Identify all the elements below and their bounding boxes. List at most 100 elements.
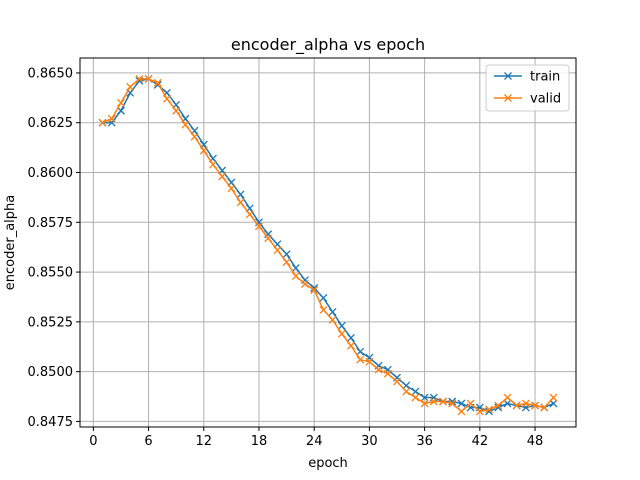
data-point — [153, 78, 162, 87]
data-point — [503, 399, 512, 408]
data-point — [356, 355, 365, 364]
data-point — [411, 387, 420, 396]
data-point — [328, 315, 337, 324]
data-point — [466, 399, 475, 408]
y-tick-label: 0.8650 — [28, 66, 74, 81]
y-tick-label: 0.8625 — [28, 116, 74, 131]
x-tick-label: 42 — [472, 434, 489, 449]
data-point — [282, 258, 291, 267]
data-point — [255, 222, 263, 231]
data-point — [310, 284, 319, 292]
data-point — [512, 401, 521, 410]
data-point — [485, 405, 493, 414]
x-tick-label: 24 — [306, 434, 323, 449]
data-point — [549, 393, 558, 402]
data-point — [236, 190, 245, 199]
data-point — [356, 347, 365, 356]
data-point — [457, 399, 466, 408]
data-point — [172, 106, 181, 115]
x-tick-label: 0 — [89, 434, 97, 449]
data-point — [282, 250, 291, 259]
data-point — [420, 393, 429, 402]
x-axis-label: epoch — [308, 456, 348, 471]
data-point — [347, 333, 355, 342]
data-point — [503, 393, 512, 402]
legend-marker — [504, 94, 512, 102]
data-point — [144, 74, 153, 83]
data-point — [310, 286, 319, 294]
data-point — [365, 357, 374, 366]
data-point — [402, 381, 411, 390]
legend-marker — [504, 72, 512, 80]
data-point — [402, 387, 411, 396]
data-point — [264, 234, 273, 243]
x-tick-label: 12 — [195, 434, 212, 449]
data-point — [236, 198, 245, 207]
legend: train valid — [485, 64, 570, 112]
data-point — [448, 399, 457, 408]
y-tick-label: 0.8575 — [28, 216, 74, 231]
data-point — [439, 397, 447, 406]
data-point — [393, 377, 401, 386]
plot-area-frame — [79, 57, 577, 428]
data-point — [429, 397, 438, 406]
data-point — [98, 118, 107, 127]
y-tick-label: 0.8475 — [28, 415, 74, 430]
data-point — [531, 401, 540, 410]
y-tick-label: 0.8500 — [28, 365, 74, 380]
data-point — [116, 98, 125, 107]
data-point — [457, 407, 466, 416]
data-point — [218, 172, 227, 181]
data-point — [494, 401, 503, 410]
legend-label: valid — [530, 92, 561, 107]
data-point — [227, 184, 236, 193]
x-axis-ticks: 0 6 12 18 24 30 36 42 48 — [89, 427, 543, 449]
data-point — [163, 94, 171, 103]
data-point — [420, 399, 429, 408]
x-tick-label: 6 — [144, 434, 152, 449]
data-point — [521, 399, 530, 408]
data-point — [126, 82, 135, 91]
data-point — [291, 264, 300, 273]
data-point — [494, 403, 503, 412]
data-point — [273, 246, 282, 255]
x-tick-label: 18 — [251, 434, 268, 449]
y-axis-label: encoder_alpha — [3, 195, 18, 290]
y-axis-ticks: 0.8475 0.8500 0.8525 0.8550 0.8575 0.8600 0.86… — [28, 66, 80, 430]
data-point — [209, 160, 217, 169]
y-tick-label: 0.8600 — [28, 166, 74, 181]
legend-item-valid: valid — [494, 92, 561, 107]
data-point — [337, 329, 346, 338]
data-point — [328, 307, 337, 316]
data-point — [301, 280, 309, 288]
legend-item-train: train — [494, 70, 560, 85]
data-point — [374, 365, 383, 374]
data-point — [549, 399, 558, 408]
y-tick-label: 0.8550 — [28, 266, 74, 281]
x-tick-label: 30 — [361, 434, 378, 449]
data-point — [337, 321, 346, 330]
series-valid — [98, 74, 558, 416]
legend-label: train — [530, 70, 560, 85]
data-point — [475, 407, 484, 416]
data-point — [291, 272, 300, 281]
data-point — [411, 393, 420, 402]
x-tick-label: 36 — [416, 434, 433, 449]
data-point — [319, 305, 328, 314]
chart-title: encoder_alpha vs epoch — [231, 35, 425, 55]
data-point — [190, 132, 199, 141]
x-tick-label: 48 — [527, 434, 544, 449]
data-point — [347, 341, 355, 350]
y-tick-label: 0.8525 — [28, 315, 74, 330]
data-point — [181, 120, 190, 129]
data-point — [107, 114, 116, 123]
data-point — [448, 397, 457, 406]
data-point — [245, 210, 254, 219]
series-layer — [98, 74, 558, 416]
data-point — [383, 369, 392, 378]
data-point — [540, 403, 549, 412]
data-point — [199, 146, 208, 155]
data-point — [116, 106, 125, 115]
data-point — [135, 74, 144, 83]
